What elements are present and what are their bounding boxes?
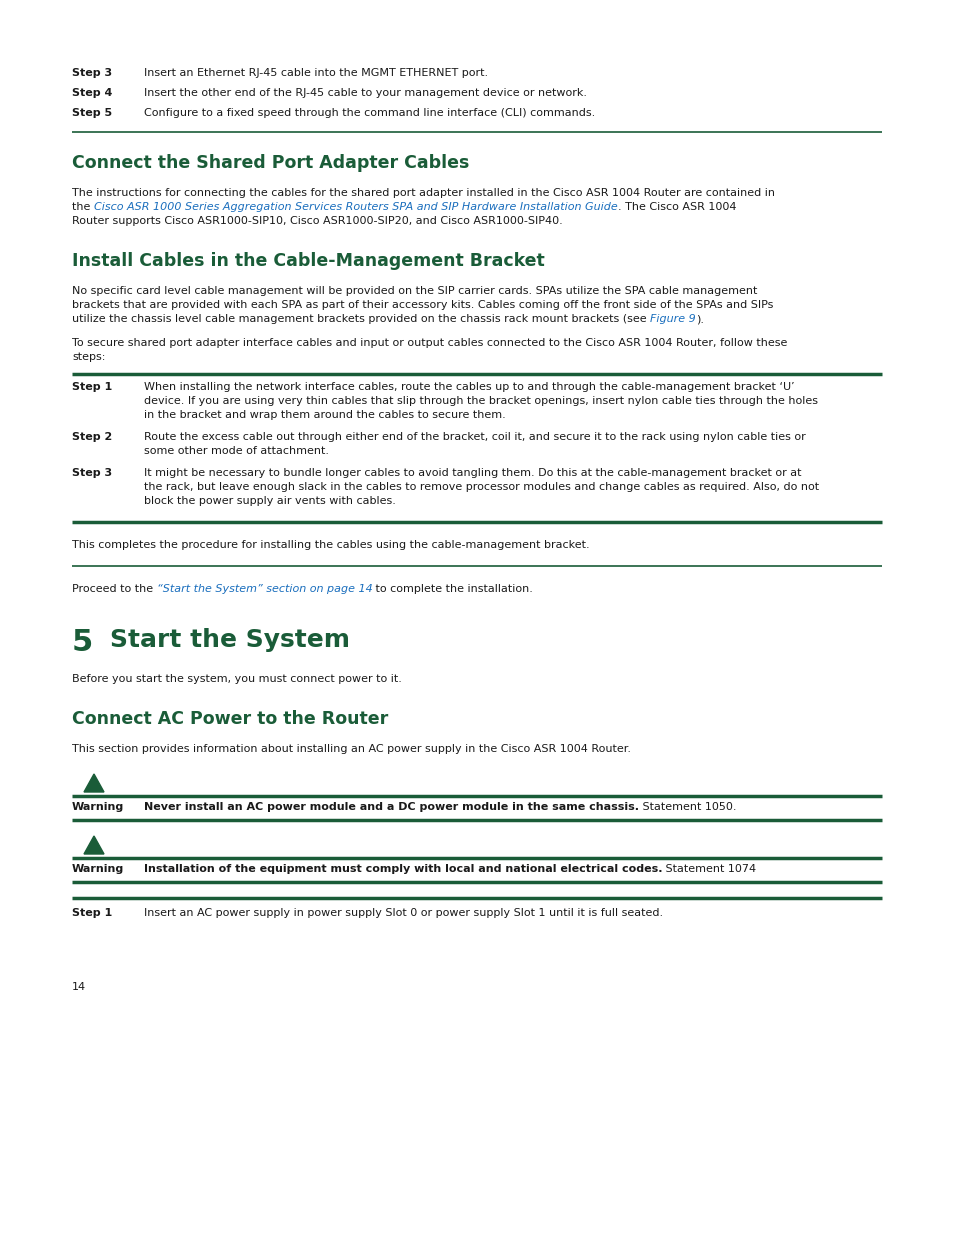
Text: Step 3: Step 3 (71, 68, 112, 78)
Text: Step 3: Step 3 (71, 468, 112, 478)
Text: Configure to a fixed speed through the command line interface (CLI) commands.: Configure to a fixed speed through the c… (144, 107, 595, 119)
Text: Step 1: Step 1 (71, 382, 112, 391)
Text: When installing the network interface cables, route the cables up to and through: When installing the network interface ca… (144, 382, 794, 391)
Text: Connect AC Power to the Router: Connect AC Power to the Router (71, 710, 388, 727)
Text: Install Cables in the Cable-Management Bracket: Install Cables in the Cable-Management B… (71, 252, 544, 270)
Text: 14: 14 (71, 982, 86, 992)
Text: Cisco ASR 1000 Series Aggregation Services Routers SPA and SIP Hardware Installa: Cisco ASR 1000 Series Aggregation Servic… (93, 203, 617, 212)
Text: The instructions for connecting the cables for the shared port adapter installed: The instructions for connecting the cabl… (71, 188, 774, 198)
Text: Step 5: Step 5 (71, 107, 112, 119)
Polygon shape (84, 836, 104, 853)
Text: Warning: Warning (71, 802, 124, 811)
Text: !: ! (91, 836, 97, 848)
Text: This completes the procedure for installing the cables using the cable-managemen: This completes the procedure for install… (71, 540, 589, 550)
Text: No specific card level cable management will be provided on the SIP carrier card: No specific card level cable management … (71, 287, 757, 296)
Text: Before you start the system, you must connect power to it.: Before you start the system, you must co… (71, 674, 401, 684)
Text: “Start the System” section on page 14: “Start the System” section on page 14 (156, 584, 372, 594)
Text: the rack, but leave enough slack in the cables to remove processor modules and c: the rack, but leave enough slack in the … (144, 482, 819, 492)
Text: some other mode of attachment.: some other mode of attachment. (144, 446, 329, 456)
Text: steps:: steps: (71, 352, 105, 362)
Text: This section provides information about installing an AC power supply in the Cis: This section provides information about … (71, 743, 630, 755)
Polygon shape (84, 774, 104, 792)
Text: to complete the installation.: to complete the installation. (372, 584, 533, 594)
Text: Insert an AC power supply in power supply Slot 0 or power supply Slot 1 until it: Insert an AC power supply in power suppl… (144, 908, 662, 918)
Text: device. If you are using very thin cables that slip through the bracket openings: device. If you are using very thin cable… (144, 396, 817, 406)
Text: Figure 9: Figure 9 (649, 314, 695, 324)
Text: 5: 5 (71, 629, 93, 657)
Text: Step 4: Step 4 (71, 88, 112, 98)
Text: Route the excess cable out through either end of the bracket, coil it, and secur: Route the excess cable out through eithe… (144, 432, 805, 442)
Text: Proceed to the: Proceed to the (71, 584, 156, 594)
Text: Statement 1074: Statement 1074 (661, 864, 756, 874)
Text: It might be necessary to bundle longer cables to avoid tangling them. Do this at: It might be necessary to bundle longer c… (144, 468, 801, 478)
Text: Never install an AC power module and a DC power module in the same chassis.: Never install an AC power module and a D… (144, 802, 639, 811)
Text: Installation of the equipment must comply with local and national electrical cod: Installation of the equipment must compl… (144, 864, 661, 874)
Text: Connect the Shared Port Adapter Cables: Connect the Shared Port Adapter Cables (71, 154, 469, 172)
Text: the: the (71, 203, 93, 212)
Text: Statement 1050.: Statement 1050. (639, 802, 736, 811)
Text: Step 2: Step 2 (71, 432, 112, 442)
Text: block the power supply air vents with cables.: block the power supply air vents with ca… (144, 496, 395, 506)
Text: utilize the chassis level cable management brackets provided on the chassis rack: utilize the chassis level cable manageme… (71, 314, 649, 324)
Text: brackets that are provided with each SPA as part of their accessory kits. Cables: brackets that are provided with each SPA… (71, 300, 773, 310)
Text: Insert an Ethernet RJ-45 cable into the MGMT ETHERNET port.: Insert an Ethernet RJ-45 cable into the … (144, 68, 488, 78)
Text: ).: ). (695, 314, 703, 324)
Text: Router supports Cisco ASR1000-SIP10, Cisco ASR1000-SIP20, and Cisco ASR1000-SIP4: Router supports Cisco ASR1000-SIP10, Cis… (71, 216, 562, 226)
Text: in the bracket and wrap them around the cables to secure them.: in the bracket and wrap them around the … (144, 410, 505, 420)
Text: Insert the other end of the RJ-45 cable to your management device or network.: Insert the other end of the RJ-45 cable … (144, 88, 586, 98)
Text: Warning: Warning (71, 864, 124, 874)
Text: Step 1: Step 1 (71, 908, 112, 918)
Text: . The Cisco ASR 1004: . The Cisco ASR 1004 (617, 203, 736, 212)
Text: !: ! (91, 774, 97, 787)
Text: To secure shared port adapter interface cables and input or output cables connec: To secure shared port adapter interface … (71, 338, 786, 348)
Text: Start the System: Start the System (110, 629, 350, 652)
